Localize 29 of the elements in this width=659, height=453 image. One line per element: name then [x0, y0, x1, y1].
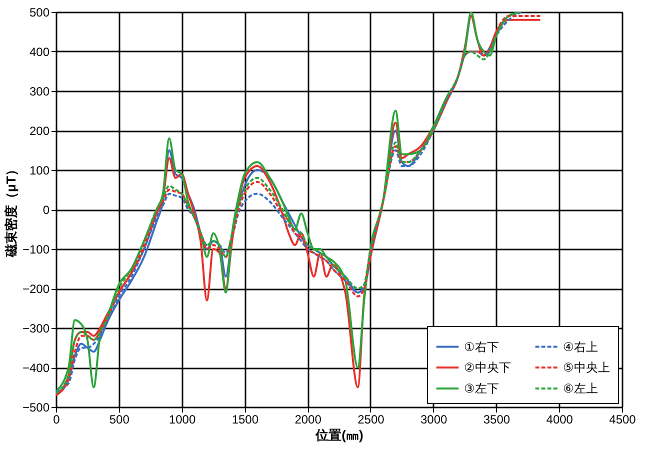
x-tick-label: 4000	[546, 412, 574, 426]
y-tick-label: 200	[29, 124, 50, 138]
y-axis-title: 磁束密度（μT）	[3, 163, 18, 258]
y-tick-label: −100	[22, 242, 50, 256]
y-tick-label: −500	[22, 400, 50, 414]
y-tick-label: −300	[22, 322, 50, 336]
x-tick-label: 0	[53, 412, 60, 426]
x-tick-label: 2000	[294, 412, 322, 426]
x-tick-label: 3000	[420, 412, 448, 426]
y-tick-label: 100	[29, 164, 50, 178]
x-tick-label: 2500	[358, 412, 385, 426]
legend-label: ①右下	[464, 340, 499, 354]
x-tick-label: 4500	[609, 412, 636, 426]
y-tick-label: 0	[42, 203, 50, 217]
legend-label: ④右上	[563, 340, 598, 354]
x-tick-label: 1500	[232, 412, 259, 426]
y-tick-label: 400	[29, 45, 50, 59]
y-tick-label: −400	[22, 361, 50, 375]
legend-label: ②中央下	[464, 360, 511, 374]
y-tick-label: 300	[29, 84, 50, 98]
legend-label: ⑥左上	[563, 382, 598, 396]
y-tick-label: −200	[22, 282, 50, 296]
legend-label: ⑤中央上	[563, 360, 610, 374]
x-tick-label: 500	[109, 412, 130, 426]
x-tick-label: 1000	[168, 412, 196, 426]
legend-label: ③左下	[464, 382, 499, 396]
x-tick-label: 3500	[483, 412, 510, 426]
y-tick-label: 500	[29, 6, 50, 20]
x-axis-title: 位置(㎜)	[314, 428, 364, 442]
